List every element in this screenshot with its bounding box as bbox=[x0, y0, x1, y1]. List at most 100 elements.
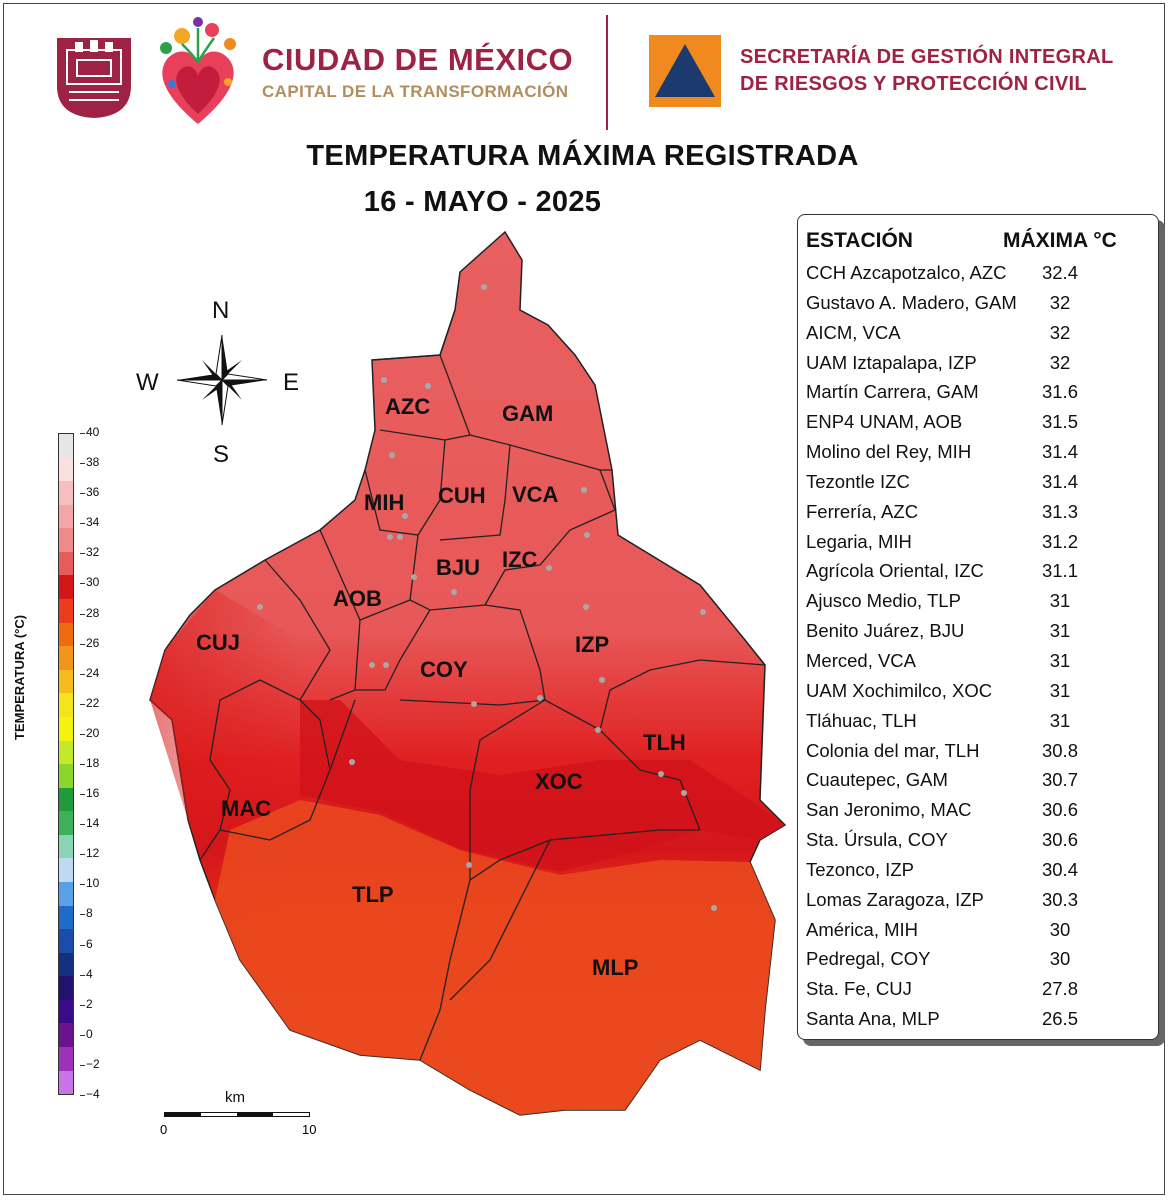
alcaldia-label-tlp: TLP bbox=[352, 882, 394, 907]
station-max-temp: 31.5 bbox=[1041, 411, 1078, 433]
station-name: Merced, VCA bbox=[806, 649, 917, 671]
station-name: Cuautepec, GAM bbox=[806, 769, 948, 791]
colorbar-tick-label: 2 bbox=[86, 996, 93, 1011]
colorbar-tick-mark bbox=[80, 523, 85, 525]
colorbar-tick-mark bbox=[80, 824, 85, 826]
header-divider bbox=[606, 15, 608, 130]
station-max-temp: 31 bbox=[1049, 620, 1071, 642]
colorbar-segment bbox=[59, 599, 73, 623]
station-max-temp: 30.4 bbox=[1041, 858, 1078, 880]
table-row: Martín Carrera, GAM 31.6 bbox=[806, 381, 1146, 411]
station-name: Ajusco Medio, TLP bbox=[806, 590, 961, 612]
colorbar-segment bbox=[59, 929, 73, 953]
colorbar-label: TEMPERATURA (°C) bbox=[12, 614, 27, 740]
colorbar-tick-label: 40 bbox=[86, 425, 100, 439]
station-name: Benito Juárez, BJU bbox=[806, 620, 965, 642]
column-header-station: ESTACIÓN bbox=[806, 229, 913, 252]
colorbar-segment bbox=[59, 740, 73, 765]
alcaldia-label-cuj: CUJ bbox=[196, 630, 240, 655]
table-row: Gustavo A. Madero, GAM 32 bbox=[806, 292, 1146, 322]
scale-unit: km bbox=[225, 1089, 245, 1106]
station-max-temp: 32 bbox=[1049, 291, 1071, 313]
colorbar-segment bbox=[59, 787, 73, 812]
station-max-temp: 32 bbox=[1049, 351, 1071, 373]
colorbar-tick-mark bbox=[80, 1095, 85, 1096]
station-name: Tezonco, IZP bbox=[806, 858, 914, 880]
colorbar-tick-mark bbox=[80, 733, 85, 735]
colorbar-tick-label: 30 bbox=[86, 575, 100, 590]
station-max-temp: 31 bbox=[1049, 679, 1071, 701]
station-name: Ferrería, AZC bbox=[806, 500, 919, 522]
colorbar-tick-label: 8 bbox=[86, 906, 93, 921]
station-max-temp: 31.4 bbox=[1041, 441, 1078, 463]
colorbar-tick-label: 28 bbox=[86, 605, 100, 620]
station-max-temp: 31.6 bbox=[1041, 381, 1078, 403]
table-row: Merced, VCA 31 bbox=[806, 650, 1146, 680]
colorbar-tick-mark bbox=[80, 884, 85, 886]
station-name: Santa Ana, MLP bbox=[806, 1008, 940, 1030]
table-row: Legaria, MIH 31.2 bbox=[806, 531, 1146, 561]
colorbar-tick-mark bbox=[80, 463, 85, 465]
colorbar-segment bbox=[59, 716, 73, 741]
colorbar-segment bbox=[59, 457, 73, 482]
alcaldia-label-aob: AOB bbox=[333, 586, 382, 611]
colorbar-segment bbox=[59, 858, 73, 882]
station-max-temp: 30.7 bbox=[1041, 769, 1078, 791]
colorbar-segment bbox=[59, 952, 73, 977]
table-row: Tezontle IZC 31.4 bbox=[806, 471, 1146, 501]
station-max-temp: 31 bbox=[1049, 590, 1071, 612]
station-table: ESTACIÓN MÁXIMA °C CCH Azcapotzalco, AZC… bbox=[797, 214, 1159, 1040]
civil-protection-logo-icon bbox=[649, 35, 721, 107]
station-max-temp: 30 bbox=[1049, 918, 1071, 940]
scale-start: 0 bbox=[160, 1122, 168, 1137]
colorbar-ticks: 40 38 36 34 32 30 28 26 24 22 20 18 16 14 12 10 8 6 4 2 0 −2−… bbox=[80, 425, 120, 1106]
cdmx-shield-icon bbox=[57, 38, 131, 118]
colorbar-segment bbox=[59, 434, 73, 458]
table-row: Santa Ana, MLP 26.5 bbox=[806, 1008, 1146, 1038]
colorbar-tick-label: 4 bbox=[86, 966, 93, 981]
table-row: UAM Iztapalapa, IZP 32 bbox=[806, 352, 1146, 382]
colorbar-tick-mark bbox=[80, 583, 85, 585]
alcaldia-label-xoc: XOC bbox=[535, 769, 583, 794]
station-max-temp: 32 bbox=[1049, 321, 1071, 343]
colorbar-segment bbox=[59, 1023, 73, 1048]
colorbar-tick-label: 14 bbox=[86, 816, 100, 831]
station-name: Agrícola Oriental, IZC bbox=[806, 560, 984, 582]
station-name: Gustavo A. Madero, GAM bbox=[806, 291, 1017, 313]
colorbar-segment bbox=[59, 528, 73, 552]
station-dots bbox=[257, 284, 717, 911]
colorbar-segment bbox=[59, 1070, 73, 1095]
colorbar-tick-mark bbox=[80, 1064, 85, 1066]
colorbar-segment bbox=[59, 764, 73, 788]
colorbar-tick-mark bbox=[80, 944, 85, 946]
table-row: Lomas Zaragoza, IZP 30.3 bbox=[806, 889, 1146, 919]
alcaldia-label-mac: MAC bbox=[221, 796, 271, 821]
colorbar-tick-mark bbox=[80, 1034, 85, 1036]
scale-end: 10 bbox=[302, 1122, 317, 1137]
table-row: Pedregal, COY 30 bbox=[806, 948, 1146, 978]
station-max-temp: 30.8 bbox=[1041, 739, 1078, 761]
station-name: Legaria, MIH bbox=[806, 530, 912, 552]
station-name: AICM, VCA bbox=[806, 321, 901, 343]
agency-name-line1: SECRETARÍA DE GESTIÓN INTEGRAL bbox=[740, 46, 1114, 68]
colorbar-tick-label: 20 bbox=[86, 725, 100, 740]
colorbar-tick-label: 16 bbox=[86, 786, 100, 801]
station-max-temp: 26.5 bbox=[1041, 1008, 1078, 1030]
table-row: Tláhuac, TLH 31 bbox=[806, 710, 1146, 740]
agency-name-line2: DE RIESGOS Y PROTECCIÓN CIVIL bbox=[740, 73, 1087, 95]
station-name: América, MIH bbox=[806, 918, 919, 940]
colorbar-segment bbox=[59, 976, 73, 1000]
colorbar-tick-mark bbox=[80, 703, 85, 705]
column-header-max: MÁXIMA °C bbox=[1003, 229, 1117, 252]
table-row: ENP4 UNAM, AOB 31.5 bbox=[806, 411, 1146, 441]
station-name: Colonia del mar, TLH bbox=[806, 739, 980, 761]
temperature-colorbar bbox=[58, 433, 74, 1095]
alcaldia-label-izc: IZC bbox=[502, 547, 538, 572]
compass-south: S bbox=[213, 441, 229, 468]
alcaldia-label-tlh: TLH bbox=[643, 730, 686, 755]
scale-bar bbox=[164, 1112, 310, 1117]
heart-flowers-logo-icon bbox=[160, 17, 236, 124]
table-row: Sta. Úrsula, COY 30.6 bbox=[806, 829, 1146, 859]
station-name: Martín Carrera, GAM bbox=[806, 381, 979, 403]
table-row: Agrícola Oriental, IZC 31.1 bbox=[806, 560, 1146, 590]
